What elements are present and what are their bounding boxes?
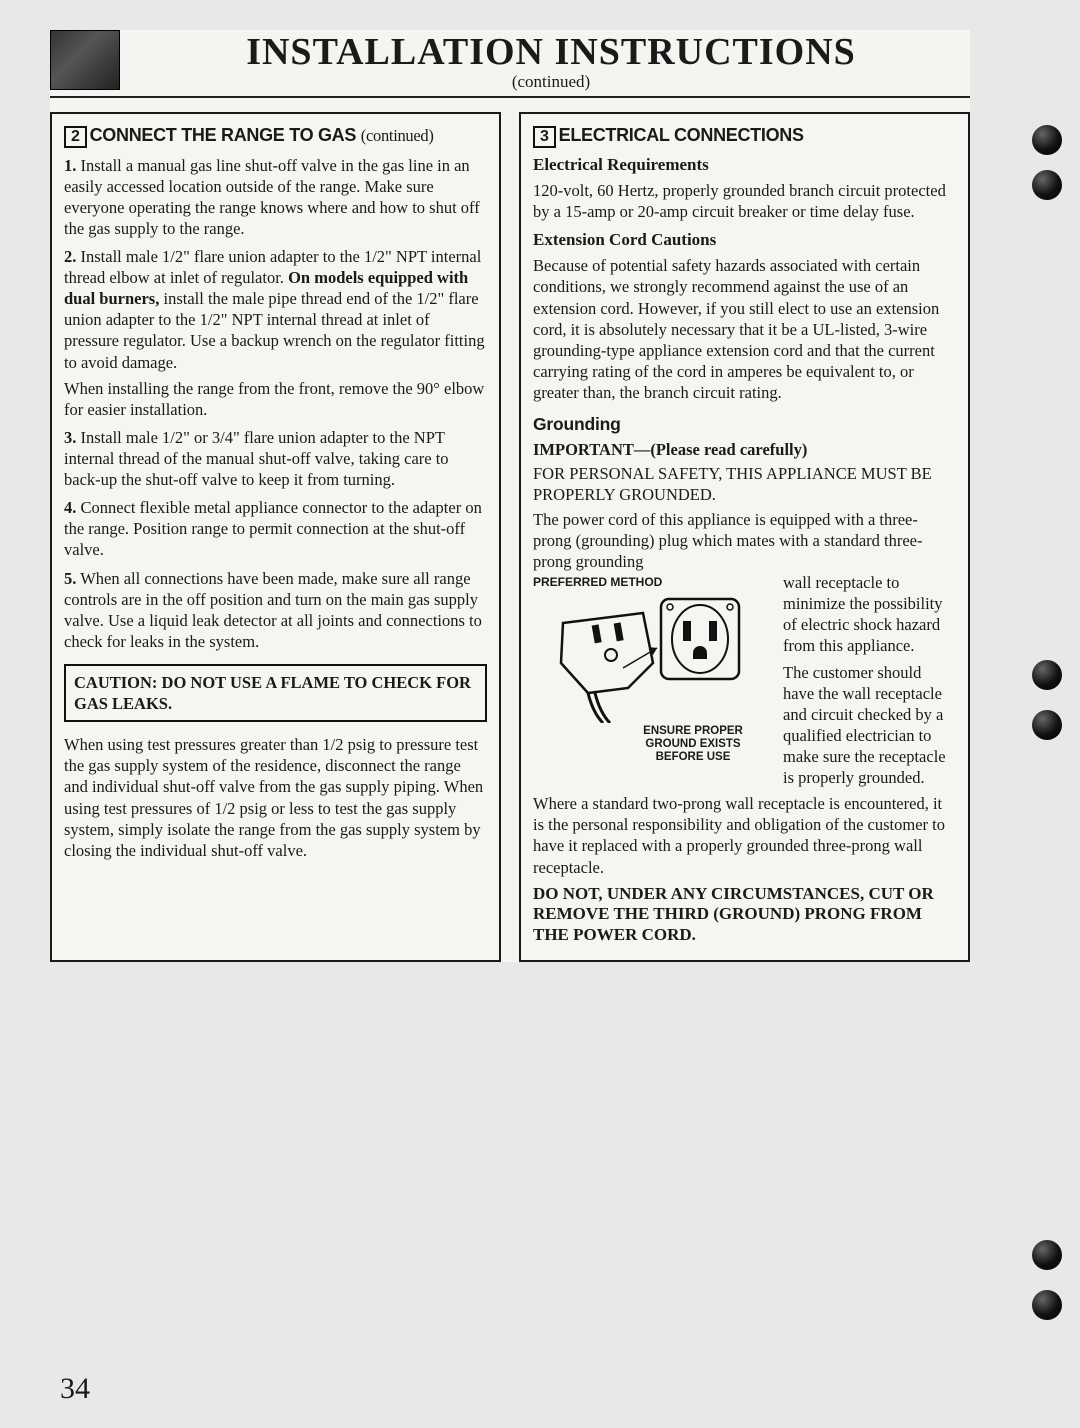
step-4-text: Connect flexible metal appliance connect… (64, 498, 482, 559)
grounding-section: The power cord of this appliance is equi… (533, 509, 956, 788)
step-3-num: 3. (64, 428, 76, 447)
right-column: 3ELECTRICAL CONNECTIONS Electrical Requi… (519, 112, 970, 962)
step-1: 1. Install a manual gas line shut-off va… (64, 155, 487, 239)
binder-hole-icon (1032, 1290, 1062, 1320)
extension-cord-text: Because of potential safety hazards asso… (533, 255, 956, 403)
grounding-paragraph-intro: The power cord of this appliance is equi… (533, 509, 956, 572)
step-3-text: Install male 1/2" or 3/4" flare union ad… (64, 428, 449, 489)
grounding-heading: Grounding (533, 413, 956, 435)
two-prong-text: Where a standard two-prong wall receptac… (533, 793, 956, 877)
page-title: INSTALLATION INSTRUCTIONS (132, 30, 970, 74)
page-number: 34 (60, 1372, 90, 1406)
do-not-cut-warning: DO NOT, UNDER ANY CIRCUMSTANCES, CUT OR … (533, 884, 956, 946)
important-line: IMPORTANT—(Please read carefully) (533, 439, 956, 460)
electrical-requirements-text: 120-volt, 60 Hertz, properly grounded br… (533, 180, 956, 222)
two-column-layout: 2CONNECT THE RANGE TO GAS (continued) 1.… (50, 112, 970, 962)
page-subtitle: (continued) (132, 72, 970, 92)
page-content: INSTALLATION INSTRUCTIONS (continued) 2C… (50, 30, 970, 962)
important-bold: IMPORTANT—(Please read carefully) (533, 440, 807, 459)
extension-cord-heading: Extension Cord Cautions (533, 229, 956, 251)
hand-tool-icon (50, 30, 120, 90)
section-number-box: 3 (533, 126, 556, 148)
step-5-num: 5. (64, 569, 76, 588)
grounding-diagram: PREFERRED METHOD (533, 576, 773, 763)
step-2-num: 2. (64, 247, 76, 266)
binder-hole-icon (1032, 170, 1062, 200)
binder-hole-icon (1032, 710, 1062, 740)
left-column: 2CONNECT THE RANGE TO GAS (continued) 1.… (50, 112, 501, 962)
binder-hole-icon (1032, 125, 1062, 155)
step-2: 2. Install male 1/2" flare union adapter… (64, 246, 487, 373)
preferred-method-label: PREFERRED METHOD (533, 576, 773, 589)
caution-box: CAUTION: DO NOT USE A FLAME TO CHECK FOR… (64, 664, 487, 722)
section-2-title: CONNECT THE RANGE TO GAS (90, 125, 356, 145)
grounding-intro-text: The power cord of this appliance is equi… (533, 510, 922, 571)
section-number-box: 2 (64, 126, 87, 148)
pressure-test-paragraph: When using test pressures greater than 1… (64, 734, 487, 861)
step-5: 5. When all connections have been made, … (64, 568, 487, 652)
header-text: INSTALLATION INSTRUCTIONS (continued) (132, 30, 970, 92)
step-1-text: Install a manual gas line shut-off valve… (64, 156, 480, 238)
binder-hole-icon (1032, 660, 1062, 690)
section-2-heading: 2CONNECT THE RANGE TO GAS (continued) (64, 124, 487, 148)
electrical-requirements-heading: Electrical Requirements (533, 154, 956, 176)
important-caps: FOR PERSONAL SAFETY, THIS APPLIANCE MUST… (533, 463, 956, 505)
binder-hole-icon (1032, 1240, 1062, 1270)
plug-outlet-icon (533, 593, 763, 723)
header: INSTALLATION INSTRUCTIONS (continued) (50, 30, 970, 98)
ensure-ground-label: ENSURE PROPER GROUND EXISTS BEFORE USE (623, 725, 763, 763)
continued-label: (continued) (361, 126, 434, 145)
section-3-heading: 3ELECTRICAL CONNECTIONS (533, 124, 956, 148)
step-5-text: When all connections have been made, mak… (64, 569, 482, 651)
step-1-num: 1. (64, 156, 76, 175)
section-3-title: ELECTRICAL CONNECTIONS (559, 125, 804, 145)
step-3: 3. Install male 1/2" or 3/4" flare union… (64, 427, 487, 490)
step-2-note: When installing the range from the front… (64, 378, 487, 420)
step-4-num: 4. (64, 498, 76, 517)
step-4: 4. Connect flexible metal appliance conn… (64, 497, 487, 560)
grounding-wrap-text: wall receptacle to minimize the possibil… (783, 573, 943, 655)
